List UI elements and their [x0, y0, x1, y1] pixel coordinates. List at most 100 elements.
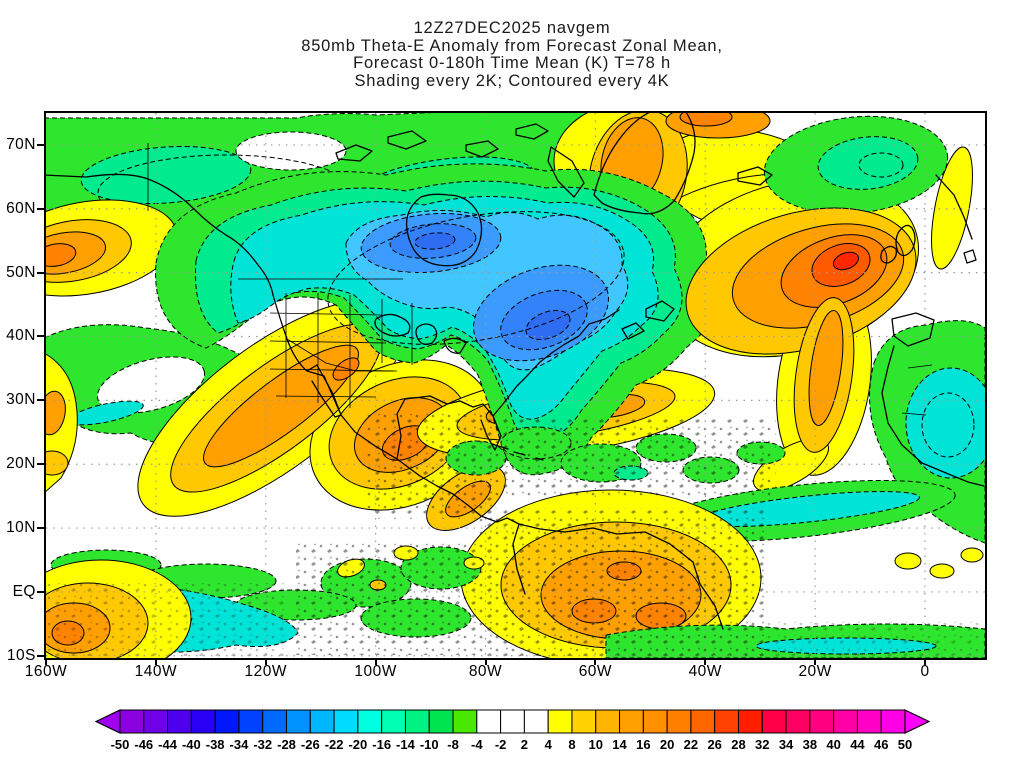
colorbar-label: -38 [206, 737, 225, 752]
x-tick-mark [814, 658, 816, 665]
colorbar-cell [310, 710, 334, 733]
x-tick-label: 60W [563, 663, 627, 681]
colorbar-cell [144, 710, 168, 733]
colorbar-label: 16 [636, 737, 650, 752]
colorbar-cell [810, 710, 834, 733]
y-tick-label: 10N [0, 519, 36, 537]
colorbar-label: 26 [707, 737, 721, 752]
colorbar-cell [382, 710, 406, 733]
colorbar-cell [429, 710, 453, 733]
colorbar-label: -22 [325, 737, 344, 752]
colorbar-cell [762, 710, 786, 733]
colorbar: -50-46-44-40-38-34-32-28-26-22-20-16-14-… [0, 700, 1024, 760]
colorbar-label: 32 [755, 737, 769, 752]
colorbar-label: -40 [182, 737, 201, 752]
y-tick-mark [37, 463, 45, 465]
colorbar-cell [786, 710, 810, 733]
colorbar-cell [215, 710, 239, 733]
colorbar-label: 44 [850, 737, 865, 752]
title-line-4: Shading every 2K; Contoured every 4K [0, 73, 1024, 91]
colorbar-cell [834, 710, 858, 733]
x-tick-mark [485, 658, 487, 665]
colorbar-label: 34 [779, 737, 794, 752]
colorbar-cell [263, 710, 287, 733]
colorbar-label: -28 [277, 737, 296, 752]
colorbar-cell [857, 710, 881, 733]
colorbar-label: -16 [372, 737, 391, 752]
colorbar-label: -44 [158, 737, 178, 752]
colorbar-label: 8 [568, 737, 575, 752]
colorbar-label: -32 [253, 737, 272, 752]
colorbar-label: 14 [612, 737, 627, 752]
colorbar-label: 28 [731, 737, 745, 752]
colorbar-label: 20 [660, 737, 674, 752]
colorbar-label: 22 [684, 737, 698, 752]
colorbar-cell [596, 710, 620, 733]
colorbar-label: 46 [874, 737, 888, 752]
x-tick-label: 40W [673, 663, 737, 681]
colorbar-cell [477, 710, 501, 733]
colorbar-left-arrow [96, 710, 120, 733]
anomaly-map [46, 113, 985, 658]
colorbar-label: -26 [301, 737, 320, 752]
y-tick-mark [37, 208, 45, 210]
title-line-3: Forecast 0-180h Time Mean (K) T=78 h [0, 55, 1024, 73]
colorbar-cell [572, 710, 596, 733]
colorbar-label: -8 [447, 737, 459, 752]
colorbar-cell [715, 710, 739, 733]
y-tick-label: 50N [0, 264, 36, 282]
x-tick-mark [704, 658, 706, 665]
x-tick-label: 80W [454, 663, 518, 681]
title-line-1: 12Z27DEC2025 navgem [0, 20, 1024, 38]
y-tick-mark [37, 272, 45, 274]
y-tick-label: EQ [0, 583, 36, 601]
x-tick-label: 120W [234, 663, 298, 681]
y-tick-mark [37, 527, 45, 529]
colorbar-cell [287, 710, 311, 733]
x-tick-mark [924, 658, 926, 665]
colorbar-cell [738, 710, 762, 733]
colorbar-cell [524, 710, 548, 733]
colorbar-right-arrow [905, 710, 929, 733]
y-tick-mark [37, 144, 45, 146]
colorbar-label: -50 [111, 737, 130, 752]
colorbar-label: -20 [348, 737, 367, 752]
chart-title-block: 12Z27DEC2025 navgem 850mb Theta-E Anomal… [0, 20, 1024, 90]
colorbar-cell [405, 710, 429, 733]
colorbar-cell [691, 710, 715, 733]
colorbar-cell [501, 710, 525, 733]
feature-europe-africa-cool [870, 321, 985, 578]
x-tick-label: 100W [344, 663, 408, 681]
colorbar-label: -4 [471, 737, 483, 752]
x-tick-mark [265, 658, 267, 665]
colorbar-cell [620, 710, 644, 733]
colorbar-cell [168, 710, 192, 733]
x-tick-mark [375, 658, 377, 665]
colorbar-label: -34 [230, 737, 250, 752]
colorbar-label: 4 [545, 737, 553, 752]
colorbar-label: 38 [803, 737, 817, 752]
colorbar-cell [643, 710, 667, 733]
y-tick-mark [37, 399, 45, 401]
colorbar-cell [548, 710, 572, 733]
x-tick-mark [594, 658, 596, 665]
colorbar-cell [239, 710, 263, 733]
colorbar-label: 40 [826, 737, 840, 752]
x-tick-label: 140W [124, 663, 188, 681]
colorbar-cell [334, 710, 358, 733]
colorbar-label: -10 [420, 737, 439, 752]
x-tick-label: 0 [893, 663, 957, 681]
y-tick-label: 30N [0, 391, 36, 409]
y-tick-label: 40N [0, 327, 36, 345]
colorbar-cell [453, 710, 477, 733]
x-tick-label: 20W [783, 663, 847, 681]
y-tick-label: 20N [0, 455, 36, 473]
colorbar-label: -14 [396, 737, 416, 752]
y-tick-mark [37, 655, 45, 657]
colorbar-cell [881, 710, 905, 733]
colorbar-cell [667, 710, 691, 733]
x-tick-label: 160W [14, 663, 78, 681]
y-tick-mark [37, 591, 45, 593]
weather-chart-page: 12Z27DEC2025 navgem 850mb Theta-E Anomal… [0, 0, 1024, 768]
colorbar-cell [191, 710, 215, 733]
